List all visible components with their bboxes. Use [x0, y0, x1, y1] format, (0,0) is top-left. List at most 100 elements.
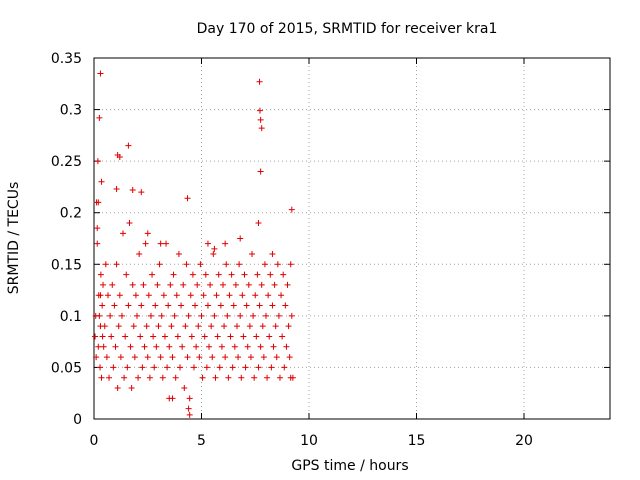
data-point — [212, 374, 219, 381]
data-point — [221, 323, 228, 330]
data-point — [214, 333, 221, 340]
data-point — [255, 220, 262, 227]
data-point — [228, 271, 235, 278]
data-point — [266, 333, 273, 340]
data-point — [203, 364, 210, 371]
data-point — [263, 312, 269, 319]
data-point — [275, 312, 282, 319]
data-point — [253, 333, 260, 340]
data-point — [169, 395, 176, 402]
data-point — [192, 302, 199, 309]
data-point — [268, 364, 275, 371]
data-point — [222, 240, 229, 247]
data-point — [147, 312, 154, 319]
data-point — [132, 292, 139, 299]
data-point — [136, 250, 143, 257]
y-tick-label: 0.1 — [60, 309, 82, 325]
data-point — [139, 364, 146, 371]
data-point — [254, 271, 261, 278]
data-point — [186, 395, 193, 402]
x-tick-label: 20 — [515, 433, 533, 449]
data-point — [175, 250, 182, 257]
grid — [94, 58, 610, 419]
data-point — [96, 312, 103, 319]
data-point — [166, 343, 173, 350]
data-point — [96, 114, 103, 121]
data-point — [259, 323, 266, 330]
data-point — [232, 281, 239, 288]
data-point — [178, 302, 185, 309]
y-tick-label: 0 — [73, 412, 82, 428]
data-point — [173, 292, 180, 299]
x-tick-label: 5 — [197, 433, 206, 449]
data-point — [247, 354, 254, 361]
data-point — [141, 343, 148, 350]
data-point — [274, 261, 281, 268]
data-point — [135, 374, 142, 381]
data-point — [226, 292, 233, 299]
data-point — [124, 364, 131, 371]
data-point — [116, 292, 123, 299]
data-point — [98, 178, 105, 185]
data-point — [204, 240, 211, 247]
data-point — [285, 323, 292, 330]
x-tick-label: 0 — [90, 433, 99, 449]
data-point — [111, 302, 118, 309]
data-point — [255, 364, 262, 371]
data-point — [286, 354, 293, 361]
data-point — [229, 364, 236, 371]
chart-title: Day 170 of 2015, SRMTID for receiver kra… — [197, 21, 498, 37]
data-point — [258, 125, 265, 132]
data-point — [237, 235, 244, 242]
data-point — [211, 312, 218, 319]
data-point — [278, 292, 285, 299]
data-point — [182, 323, 189, 330]
data-point — [184, 354, 191, 361]
y-tick-label: 0.05 — [51, 360, 82, 376]
data-point — [179, 343, 186, 350]
data-point — [134, 312, 140, 319]
plot-frame — [93, 57, 611, 420]
data-point — [123, 271, 130, 278]
data-point — [94, 225, 101, 232]
data-point — [256, 302, 263, 309]
data-point — [189, 271, 196, 278]
data-point — [128, 385, 135, 392]
y-axis-label: SRMTID / TECUs — [6, 182, 22, 295]
data-point — [154, 281, 161, 288]
x-tick-label: 10 — [300, 433, 318, 449]
data-point — [116, 154, 123, 161]
data-point — [99, 302, 106, 309]
data-point — [256, 78, 263, 85]
data-point — [273, 354, 280, 361]
data-point — [279, 333, 286, 340]
data-point — [125, 302, 132, 309]
data-point — [287, 374, 294, 381]
data-point — [249, 250, 256, 257]
data-point — [220, 281, 226, 288]
data-point — [238, 374, 245, 381]
data-point — [261, 261, 268, 268]
data-point — [121, 374, 128, 381]
data-point — [197, 261, 204, 268]
data-point — [243, 302, 250, 309]
data-points — [92, 70, 296, 418]
data-point — [272, 323, 279, 330]
data-point — [223, 261, 230, 268]
data-point — [112, 343, 119, 350]
data-point — [257, 116, 264, 123]
data-point — [193, 343, 200, 350]
data-point — [101, 323, 108, 330]
data-point — [201, 333, 208, 340]
data-point — [151, 364, 158, 371]
data-point — [185, 312, 192, 319]
data-point — [103, 354, 110, 361]
data-point — [239, 292, 246, 299]
data-point — [164, 364, 171, 371]
data-point — [236, 261, 243, 268]
data-point — [94, 158, 101, 165]
data-point — [198, 312, 205, 319]
data-point — [233, 323, 240, 330]
data-point — [280, 271, 287, 278]
data-point — [118, 312, 125, 319]
